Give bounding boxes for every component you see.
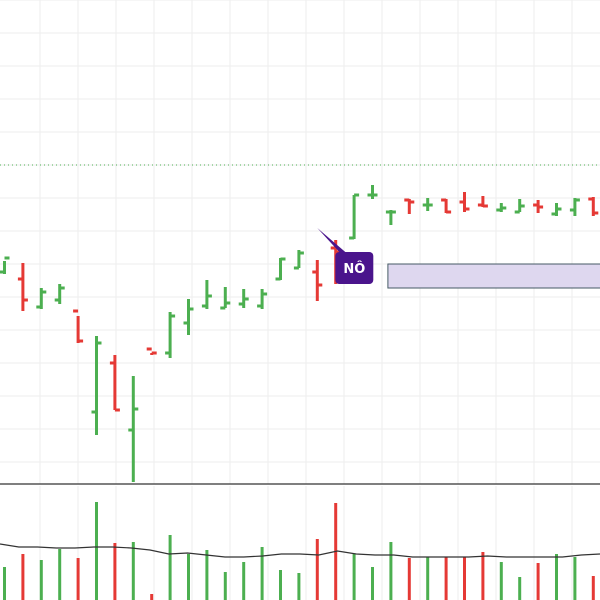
consolidation-box	[387, 263, 600, 289]
ohlc-bar	[220, 287, 231, 310]
volume-moving-average-line	[0, 543, 600, 558]
ohlc-bar	[275, 257, 286, 281]
ohlc-bar	[459, 192, 470, 212]
price-bars	[0, 185, 599, 482]
ohlc-bar	[551, 203, 562, 216]
annotation-callout: NÔ	[317, 228, 374, 284]
ohlc-bar	[514, 199, 525, 214]
callout-pointer	[317, 228, 346, 252]
ohlc-bar	[201, 280, 212, 309]
callout-label: NÔ	[343, 261, 365, 277]
ohlc-bar	[349, 193, 360, 240]
ohlc-bar	[165, 312, 176, 358]
volume-bars	[3, 502, 595, 600]
ohlc-bar	[367, 185, 378, 199]
ohlc-bar	[477, 196, 488, 208]
ohlc-bar	[54, 284, 65, 304]
ohlc-bar	[36, 288, 47, 309]
ohlc-bar	[17, 263, 28, 311]
ohlc-bar	[0, 256, 10, 274]
ohlc-bar	[293, 250, 304, 270]
ohlc-bar	[441, 198, 452, 214]
ohlc-bar	[533, 200, 544, 213]
ohlc-bar	[73, 309, 84, 343]
ohlc-bar	[422, 198, 433, 211]
ohlc-bar	[183, 299, 194, 335]
callout-box	[335, 252, 374, 284]
ohlc-bar	[238, 289, 249, 308]
ohlc-bar	[385, 210, 396, 225]
ohlc-bar	[496, 203, 507, 212]
ohlc-bar	[91, 336, 102, 435]
annotations: NÔNÔ	[317, 228, 374, 284]
ohlc-bar	[404, 198, 415, 214]
ohlc-bar	[569, 198, 580, 216]
ohlc-bar	[146, 347, 157, 355]
ohlc-bar	[588, 197, 599, 216]
consolidation-box-rect	[387, 263, 600, 289]
ohlc-bar	[312, 260, 323, 301]
ohlc-bar	[109, 355, 120, 412]
ohlc-bar	[128, 376, 139, 482]
ohlc-bar	[257, 289, 268, 309]
